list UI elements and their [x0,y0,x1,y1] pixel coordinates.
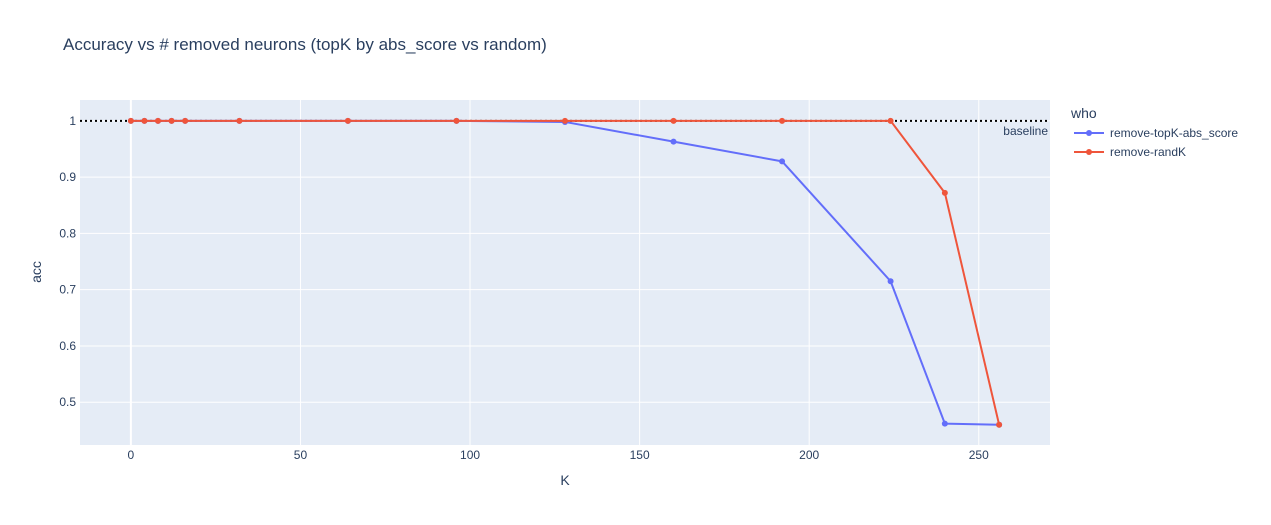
y-tick-label: 0.8 [59,226,76,240]
legend-label: remove-randK [1110,145,1186,159]
data-point[interactable] [996,421,1003,428]
data-point[interactable] [236,117,243,124]
data-point[interactable] [779,117,786,124]
data-point[interactable] [887,278,894,285]
data-point[interactable] [887,117,894,124]
x-tick-label: 0 [128,448,135,462]
tick-labels: 0 50 100 150 200 250 0.5 0.6 0.7 0.8 0.9 1 [59,114,989,462]
data-point[interactable] [168,117,175,124]
y-tick-label: 1 [69,114,76,128]
data-point[interactable] [941,420,948,427]
data-point[interactable] [141,117,148,124]
legend-label: remove-topK-abs_score [1110,126,1238,140]
legend-item[interactable]: remove-topK-abs_score [1074,126,1238,140]
legend-item[interactable]: remove-randK [1074,145,1186,159]
y-tick-label: 0.5 [59,395,76,409]
data-point[interactable] [182,117,189,124]
baseline-label: baseline [1003,124,1048,138]
data-point[interactable] [127,117,134,124]
x-tick-label: 100 [460,448,480,462]
data-point[interactable] [453,117,460,124]
y-tick-label: 0.7 [59,283,76,297]
x-axis-title: K [560,472,570,488]
y-axis-title: acc [28,261,44,283]
x-tick-label: 50 [294,448,308,462]
x-tick-label: 150 [630,448,650,462]
data-point[interactable] [670,138,677,145]
y-tick-label: 0.6 [59,339,76,353]
series-group [127,117,1003,428]
data-point[interactable] [779,158,786,165]
data-point[interactable] [155,117,162,124]
legend-swatch-marker [1086,130,1092,136]
legend[interactable]: who remove-topK-abs_score remove-randK [1070,105,1238,159]
x-tick-label: 250 [969,448,989,462]
data-point[interactable] [941,189,948,196]
data-point[interactable] [670,117,677,124]
chart-title: Accuracy vs # removed neurons (topK by a… [63,35,547,54]
plot-area [80,100,1050,445]
legend-title: who [1070,105,1097,121]
legend-swatch-marker [1086,149,1092,155]
data-point[interactable] [344,117,351,124]
x-tick-label: 200 [799,448,819,462]
y-tick-label: 0.9 [59,170,76,184]
data-point[interactable] [562,117,568,124]
